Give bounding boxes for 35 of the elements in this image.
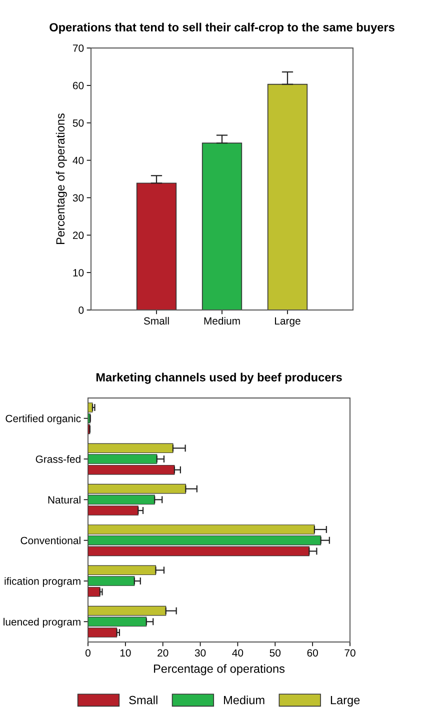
legend-label: Medium bbox=[224, 696, 264, 704]
y-tick-label: 30 bbox=[72, 194, 84, 202]
bar bbox=[136, 182, 177, 310]
y-tick-label: Certified organic bbox=[6, 414, 81, 424]
legend-label: Large bbox=[330, 696, 360, 707]
y-tick-label: Natural bbox=[48, 496, 80, 504]
y-tick-label: 70 bbox=[73, 44, 84, 52]
x-tick-label: 0 bbox=[86, 649, 90, 657]
x-tick-label: 70 bbox=[344, 649, 356, 657]
chart-title: Marketing channels used by beef producers bbox=[96, 372, 342, 384]
y-tick-label: 10 bbox=[73, 269, 84, 276]
y-tick-label: 50 bbox=[72, 119, 84, 127]
x-axis-title: Percentage of operations bbox=[154, 664, 285, 676]
y-tick-label: luenced program bbox=[4, 618, 80, 628]
y-tick-label: 60 bbox=[73, 82, 84, 90]
legend-label: Small bbox=[129, 696, 158, 704]
x-tick-label: 20 bbox=[158, 649, 168, 657]
x-tick-label: Large bbox=[275, 317, 300, 327]
x-tick-label: 60 bbox=[307, 649, 318, 657]
x-tick-label: 10 bbox=[120, 649, 131, 657]
y-axis-title: Percentage of operations bbox=[56, 113, 67, 244]
y-tick-label: Conventional bbox=[20, 536, 80, 544]
y-tick-label: 40 bbox=[72, 156, 84, 164]
y-tick-label: 0 bbox=[78, 306, 84, 314]
x-tick-label: Medium bbox=[204, 316, 240, 325]
x-tick-label: 30 bbox=[194, 649, 206, 657]
bar bbox=[202, 142, 242, 310]
y-tick-label: ification program bbox=[4, 577, 80, 587]
chart-title: Operations that tend to sell their calf-crop to the same buyers bbox=[50, 22, 394, 34]
bar bbox=[267, 84, 308, 310]
x-tick-label: 50 bbox=[270, 649, 281, 657]
y-tick-label: Grass-fed bbox=[36, 455, 80, 463]
x-tick-label: 40 bbox=[232, 649, 244, 657]
x-tick-label: Small bbox=[144, 316, 169, 325]
y-tick-label: 20 bbox=[72, 232, 84, 240]
